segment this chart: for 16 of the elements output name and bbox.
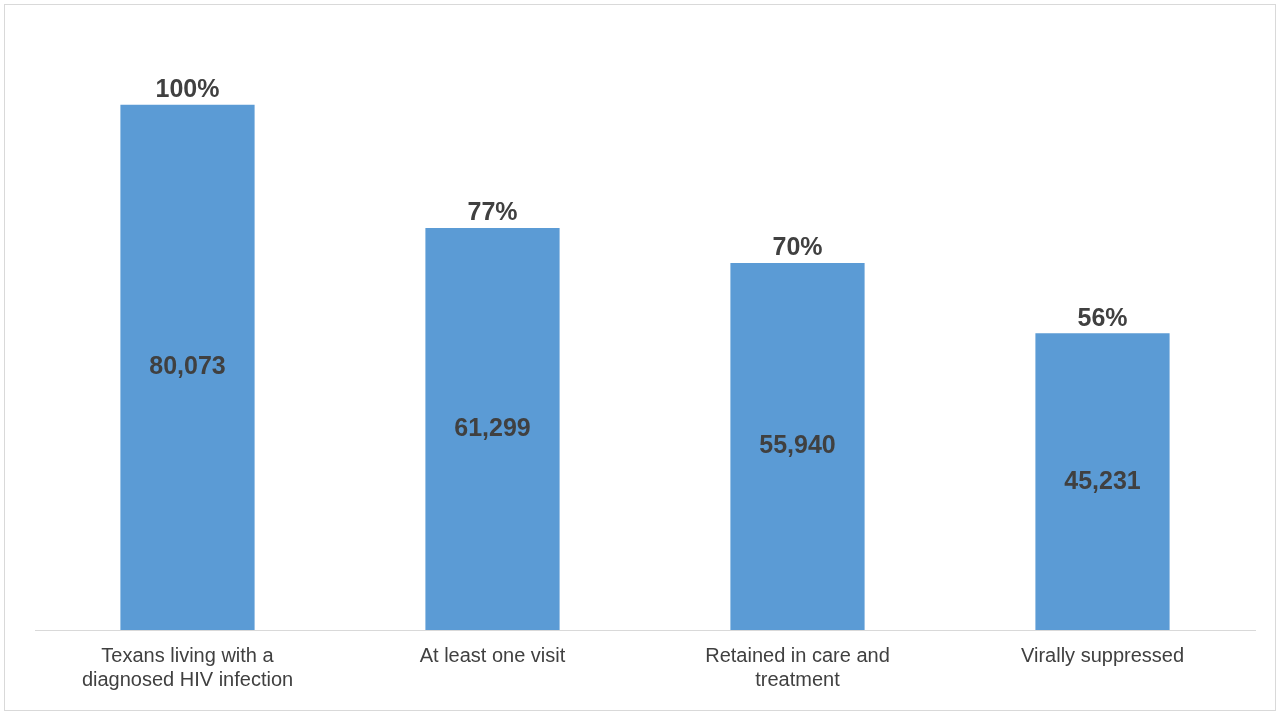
bar	[730, 263, 865, 630]
data-label: 55,940	[759, 430, 836, 459]
data-label: 80,073	[149, 351, 226, 380]
x-tick-label: Retained in care and treatment	[705, 643, 890, 690]
data-label: 45,231	[1064, 465, 1141, 494]
data-label: 61,299	[454, 412, 531, 441]
bar	[120, 104, 255, 630]
x-tick-label: Virally suppressed	[1020, 643, 1185, 666]
bar	[425, 227, 560, 630]
annotation: 56%	[1077, 302, 1128, 331]
bar	[1035, 333, 1170, 630]
annotation: 70%	[772, 232, 823, 261]
x-tick-label: Texans living with a diagnosed HIV infection	[81, 643, 294, 690]
x-tick-label: At least one visit	[419, 643, 566, 666]
annotation: 100%	[155, 74, 220, 103]
annotation: 77%	[467, 197, 518, 226]
